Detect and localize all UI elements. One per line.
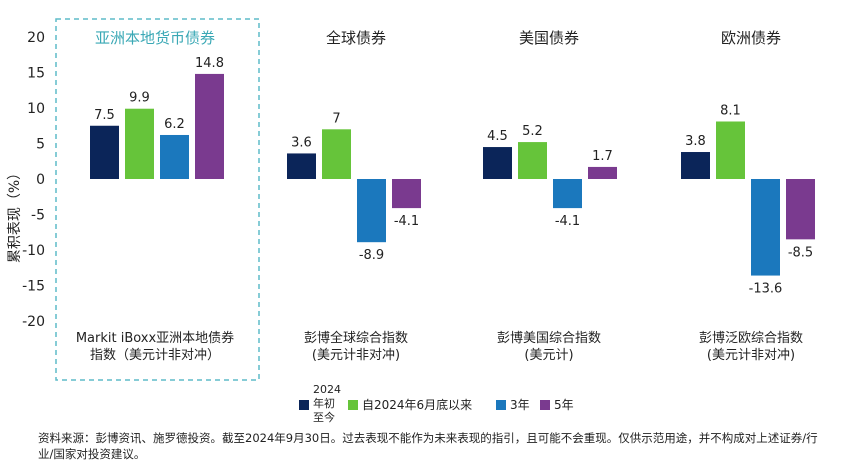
y-axis: 20 15 10 5 0 -5 -10 -15 -20 累积表现（%） bbox=[7, 30, 45, 330]
bar bbox=[322, 129, 351, 179]
bar bbox=[357, 179, 386, 243]
y-tick-label: 20 bbox=[27, 30, 45, 46]
index-name: (美元计非对冲) bbox=[312, 348, 400, 363]
bar bbox=[160, 134, 189, 179]
bar bbox=[751, 179, 780, 276]
bar bbox=[195, 73, 224, 179]
legend-label-ytd: 年初 bbox=[313, 396, 335, 410]
highlight-box bbox=[55, 18, 260, 381]
index-name: 彭博全球综合指数 bbox=[304, 330, 408, 346]
legend-label-3y: 3年 bbox=[510, 398, 530, 412]
index-name: Markit iBoxx亚洲本地债券 bbox=[76, 330, 234, 346]
legend-label-since-jun: 自2024年6月底以来 bbox=[362, 397, 472, 412]
bar-value-label: 5.2 bbox=[522, 124, 543, 139]
bar bbox=[588, 166, 617, 179]
bar-value-label: -8.9 bbox=[359, 248, 384, 263]
legend-label-ytd: 2024 bbox=[313, 383, 341, 396]
legend-label-ytd: 至今 bbox=[313, 410, 335, 424]
y-tick-label: -20 bbox=[22, 314, 45, 330]
y-axis-label: 累积表现（%） bbox=[7, 166, 23, 263]
bar bbox=[716, 121, 745, 179]
bar bbox=[125, 108, 154, 179]
group-title: 全球债券 bbox=[326, 29, 386, 47]
bar-value-label: 8.1 bbox=[720, 103, 741, 118]
legend-label-5y: 5年 bbox=[554, 398, 574, 412]
bar-value-label: 7.5 bbox=[94, 108, 115, 123]
legend-swatch-3y bbox=[496, 400, 506, 410]
bar-value-label: 14.8 bbox=[195, 56, 224, 71]
index-name: (美元计非对冲) bbox=[707, 348, 795, 363]
y-tick-label: 0 bbox=[36, 172, 45, 188]
bar bbox=[518, 142, 547, 179]
value-labels: 7.5 3.6 4.5 3.8 9.9 7 5.2 8.1 6.2 -8.9 -4.1 -13.6 14… bbox=[94, 56, 813, 297]
y-tick-label: 10 bbox=[27, 101, 45, 117]
y-tick-label: -15 bbox=[22, 279, 45, 295]
bar-value-label: 3.8 bbox=[685, 134, 706, 149]
bar bbox=[483, 147, 512, 179]
bar-value-label: 6.2 bbox=[164, 117, 185, 132]
legend-swatch-5y bbox=[540, 400, 550, 410]
bar bbox=[287, 153, 316, 179]
source-note: 资料来源：彭博资讯、施罗德投资。截至2024年9月30日。过去表现不能作为未来表… bbox=[38, 431, 818, 461]
bar-value-label: -4.1 bbox=[555, 214, 580, 229]
bar-value-label: 9.9 bbox=[129, 91, 150, 106]
index-name: 指数（美元计非对冲） bbox=[90, 348, 220, 363]
bar-value-label: -4.1 bbox=[394, 214, 419, 229]
group-title: 亚洲本地货币债券 bbox=[95, 29, 215, 47]
bars bbox=[90, 73, 815, 276]
bar-value-label: 3.6 bbox=[291, 135, 312, 150]
bar-value-label: 4.5 bbox=[487, 129, 508, 144]
y-tick-label: -5 bbox=[31, 208, 45, 224]
group-title: 美国债券 bbox=[519, 29, 579, 47]
bar-value-label: -13.6 bbox=[749, 282, 783, 297]
bar-value-label: 7 bbox=[332, 111, 340, 126]
group-title: 欧洲债券 bbox=[721, 29, 781, 47]
index-name: 彭博美国综合指数 bbox=[497, 331, 601, 346]
legend-swatch-since-jun bbox=[348, 400, 358, 410]
bar bbox=[681, 152, 710, 179]
legend-swatch-ytd bbox=[299, 400, 309, 410]
bar bbox=[553, 179, 582, 209]
bar-value-label: -8.5 bbox=[788, 245, 813, 260]
bar bbox=[392, 179, 421, 209]
bar bbox=[786, 179, 815, 240]
bar bbox=[90, 125, 119, 179]
bar-value-label: 1.7 bbox=[592, 149, 613, 164]
index-name: 彭博泛欧综合指数 bbox=[699, 331, 803, 346]
y-tick-label: -10 bbox=[22, 243, 45, 259]
index-name: (美元计) bbox=[524, 348, 573, 363]
highlight-frame bbox=[55, 18, 260, 381]
y-tick-label: 15 bbox=[27, 66, 45, 82]
y-tick-label: 5 bbox=[36, 137, 45, 153]
group-titles: 亚洲本地货币债券 全球债券 美国债券 欧洲债券 bbox=[95, 29, 781, 47]
